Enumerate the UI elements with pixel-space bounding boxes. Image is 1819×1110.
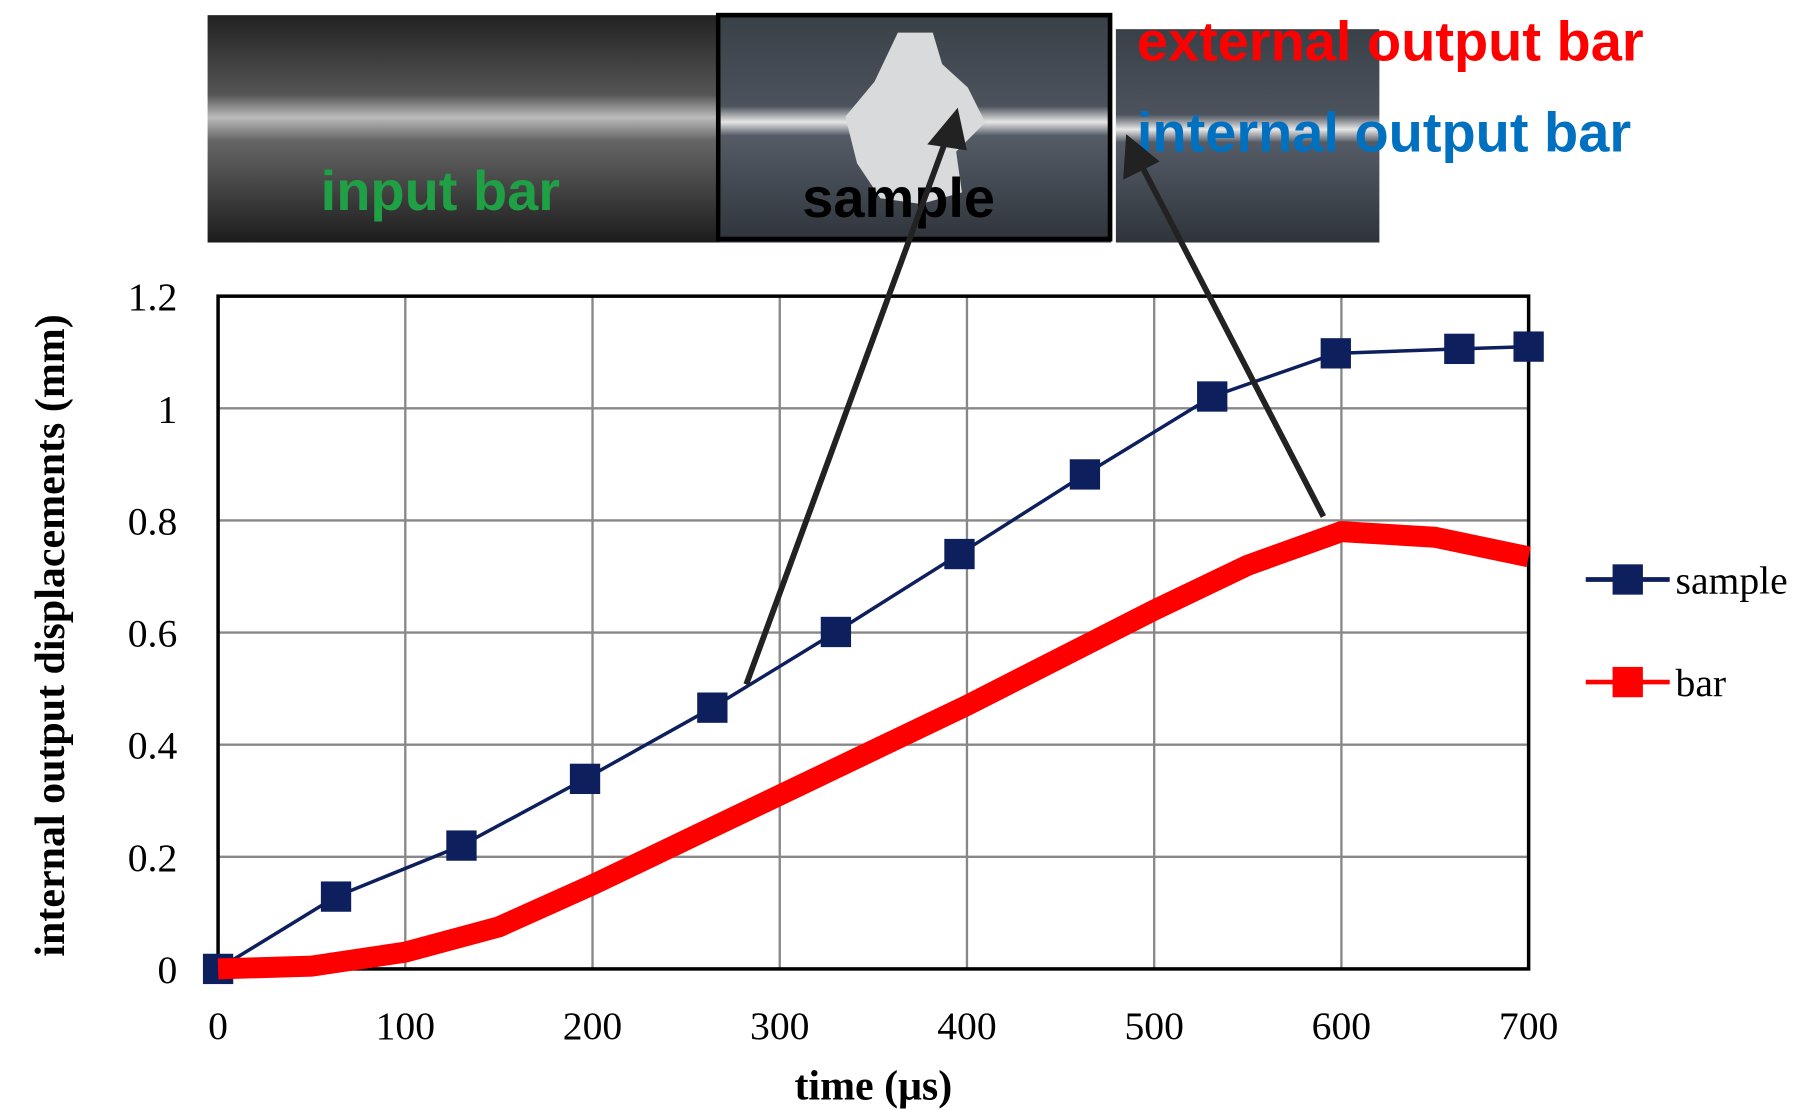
plot-frame	[216, 294, 1531, 971]
x-tick-label: 500	[1124, 1004, 1183, 1048]
y-tick-label: 0.6	[128, 612, 178, 656]
x-tick-label: 600	[1312, 1004, 1371, 1048]
y-axis-title: internal output displacements (mm)	[28, 314, 74, 956]
point-marker	[697, 692, 728, 723]
x-tick-label: 300	[750, 1004, 809, 1048]
external-label: external output bar	[1137, 10, 1644, 73]
y-tick-label: 0.4	[128, 724, 178, 768]
point-marker	[1197, 381, 1228, 412]
x-tick-label: 100	[376, 1004, 435, 1048]
legend-marker	[1612, 666, 1643, 698]
y-tick-label: 0	[157, 948, 177, 992]
point-marker	[569, 763, 601, 795]
arrow-head	[927, 107, 967, 151]
plot: 0 0.2 0.4 0.6 0.8 1 1.2 0 100 200 300 400 500 600 700 t…	[28, 275, 1788, 1109]
arrows	[743, 107, 1327, 686]
arrow-line	[1137, 161, 1327, 518]
sample-specimen	[845, 32, 986, 205]
y-tick-label: 1.2	[128, 275, 178, 319]
x-tick-label: 400	[937, 1004, 996, 1048]
photo: input bar sample external output bar int…	[207, 10, 1644, 243]
point-marker	[446, 830, 477, 861]
arrow-line	[743, 136, 950, 686]
x-axis-title: time (μs)	[794, 1064, 952, 1110]
sample-box	[715, 12, 1113, 242]
x-tick-label: 700	[1499, 1004, 1558, 1048]
sample-label: sample	[802, 166, 995, 229]
arrow-head	[1123, 134, 1160, 180]
series-line	[217, 344, 1529, 971]
point-marker	[320, 881, 352, 912]
legend-marker	[1612, 564, 1643, 595]
series-line	[217, 521, 1531, 980]
input-label: input bar	[321, 159, 560, 222]
point-marker	[820, 616, 852, 648]
internal-label: internal output bar	[1137, 101, 1631, 164]
point-marker	[1444, 333, 1475, 365]
x-tick-label: 0	[208, 1004, 228, 1048]
point-marker	[944, 538, 975, 570]
y-tick-label: 0.2	[128, 836, 178, 880]
x-tick-label: 200	[563, 1004, 622, 1048]
legend-label: sample	[1676, 558, 1788, 602]
y-tick-label: 0.8	[128, 499, 178, 543]
point-marker	[1069, 459, 1101, 490]
y-tick-label: 1	[157, 387, 177, 431]
point-marker	[1320, 338, 1351, 369]
input-bar-image	[207, 15, 721, 243]
point-marker	[1513, 331, 1544, 362]
legend-label: bar	[1676, 661, 1727, 705]
